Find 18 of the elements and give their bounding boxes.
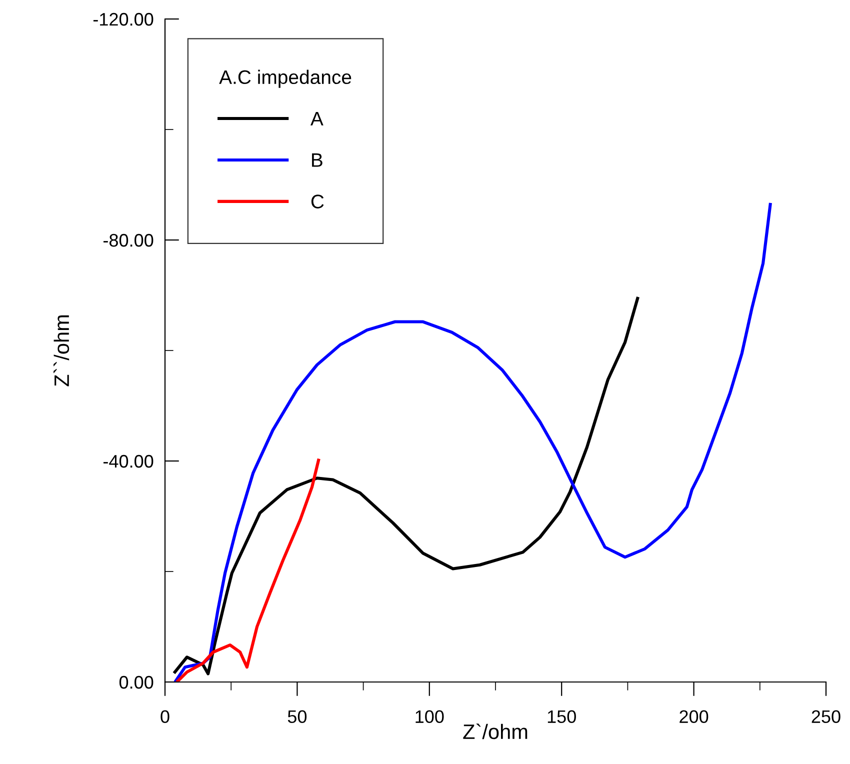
- y-axis-title: Z``/ohm: [54, 315, 70, 386]
- y-tick-label: -40.00: [104, 454, 154, 468]
- legend-label: C: [311, 194, 324, 208]
- x-tick-label: 100: [416, 710, 444, 724]
- x-tick-label: 250: [812, 710, 840, 724]
- x-axis-title: Z`/ohm: [463, 724, 528, 740]
- y-tick-label: -120.00: [93, 12, 154, 26]
- legend-label: B: [312, 153, 322, 167]
- line-series: [172, 295, 640, 676]
- line-series: [175, 457, 320, 682]
- legend-label: A: [310, 112, 324, 126]
- y-tick-label: -80.00: [104, 234, 154, 247]
- x-tick-label: 150: [548, 710, 576, 724]
- y-tick-label: 0.00: [119, 676, 154, 689]
- x-tick-label: 50: [288, 710, 307, 724]
- legend-title: A.C impedance: [219, 70, 352, 88]
- x-tick-label: 200: [680, 710, 708, 724]
- x-tick-label: 0: [160, 710, 170, 724]
